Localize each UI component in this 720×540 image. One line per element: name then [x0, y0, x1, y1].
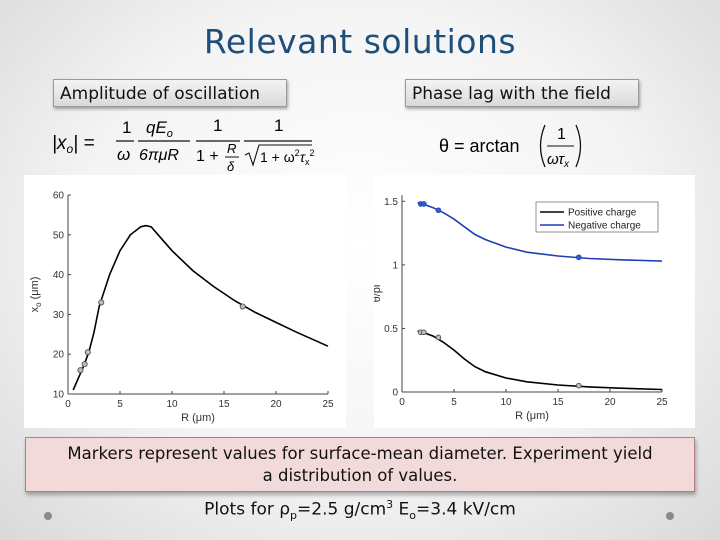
data-marker — [98, 299, 105, 306]
eq-amp-f2-num: qEo — [146, 118, 173, 140]
x-tick-label: 20 — [604, 397, 616, 408]
legend-label-1: Negative charge — [568, 221, 641, 232]
amplitude-chart: 0 5 10 15 20 25 10 20 30 40 50 60 R (μm) xo (μm) — [29, 191, 334, 425]
eq-amp-f3-den-den: δ — [227, 159, 235, 174]
x-tick-label: 10 — [500, 397, 512, 408]
note-line-1: Markers represent values for surface-mea… — [67, 444, 653, 463]
x-tick-label: 10 — [166, 399, 178, 410]
positive-marker — [576, 382, 582, 389]
series-line-1 — [417, 201, 663, 262]
phase-equation: θ = arctan 1 ωτx — [439, 124, 582, 170]
note-line-2: a distribution of values. — [262, 466, 458, 485]
series-line-0 — [417, 330, 663, 391]
y-axis-label: xo (μm) — [29, 277, 43, 313]
eq-amp-f3-num: 1 — [213, 116, 222, 135]
y-tick-label: 30 — [53, 310, 65, 321]
data-marker — [81, 361, 88, 368]
x-tick-label: 15 — [218, 399, 230, 410]
eq-amp-f4-den: 1 + ω2τx2 — [260, 148, 314, 167]
eq-amp-f1-num: 1 — [122, 118, 131, 137]
series-line-0 — [72, 224, 329, 391]
y-axis-label: θ/pi — [374, 285, 383, 303]
eq-phase-num: 1 — [557, 126, 566, 143]
y-tick-label: 0.5 — [384, 324, 398, 335]
eq-phase-lhs: θ = arctan — [439, 136, 520, 156]
positive-marker — [435, 334, 442, 341]
x-tick-label: 5 — [451, 397, 457, 408]
y-tick-label: 10 — [53, 390, 65, 401]
legend-box — [535, 201, 659, 233]
left-bullet-dot — [44, 512, 52, 520]
eq-amp-f3-den-num: R — [227, 141, 236, 156]
x-tick-label: 25 — [322, 399, 334, 410]
data-marker — [239, 303, 246, 310]
eq-amp-f1-den: ω — [117, 145, 130, 164]
eq-amp-f3-den-a: 1 + — [196, 148, 219, 165]
x-tick-label: 20 — [270, 399, 282, 410]
y-tick-label: 20 — [53, 350, 65, 361]
x-axis-label: R (μm) — [515, 410, 549, 422]
x-tick-label: 15 — [552, 397, 564, 408]
eq-amp-lhs: |xo| = — [52, 133, 94, 156]
negative-marker — [421, 201, 427, 207]
y-tick-label: 0 — [392, 388, 398, 399]
y-tick-label: 40 — [53, 270, 65, 281]
markers-note: Markers represent values for surface-mea… — [25, 437, 695, 492]
y-tick-label: 1.5 — [384, 197, 398, 208]
slide-title: Relevant solutions — [203, 22, 517, 61]
data-marker — [77, 367, 84, 374]
y-tick-label: 1 — [392, 260, 398, 271]
right-bullet-dot — [666, 512, 674, 520]
amplitude-label: Amplitude of oscillation — [53, 79, 287, 107]
phase-plot: 0 5 10 15 20 25 0 0.5 1 1.5 R (μm) θ/pi Positive cha… — [371, 175, 695, 428]
amplitude-equation: |xo| = 1 ω qEo 6πμR 1 1 + R δ 1 1 + ω2τx… — [52, 116, 314, 174]
phase-label: Phase lag with the field — [405, 79, 639, 107]
x-tick-label: 0 — [399, 397, 405, 408]
x-tick-label: 0 — [65, 399, 71, 410]
data-marker — [84, 349, 91, 356]
eq-phase-den: ωτx — [547, 151, 570, 170]
negative-marker — [435, 207, 442, 214]
plots-for-text: Plots for ρp=2.5 g/cm3 Eo=3.4 kV/cm — [204, 498, 516, 523]
y-tick-label: 60 — [53, 191, 65, 202]
x-axis-label: R (μm) — [181, 412, 215, 424]
phase-chart: 0 5 10 15 20 25 0 0.5 1 1.5 R (μm) θ/pi Positive cha… — [371, 195, 668, 422]
amplitude-plot: 0 5 10 15 20 25 10 20 30 40 50 60 R (μm) xo (μm) — [24, 175, 346, 428]
positive-marker — [421, 329, 427, 336]
x-tick-label: 5 — [117, 399, 123, 410]
negative-marker — [576, 254, 582, 261]
legend-label-0: Positive charge — [568, 208, 637, 219]
eq-amp-f2-den: 6πμR — [139, 147, 179, 164]
x-tick-label: 25 — [656, 397, 668, 408]
y-tick-label: 50 — [53, 230, 65, 241]
sqrt-sign — [244, 144, 312, 167]
eq-amp-f4-num: 1 — [274, 116, 283, 135]
